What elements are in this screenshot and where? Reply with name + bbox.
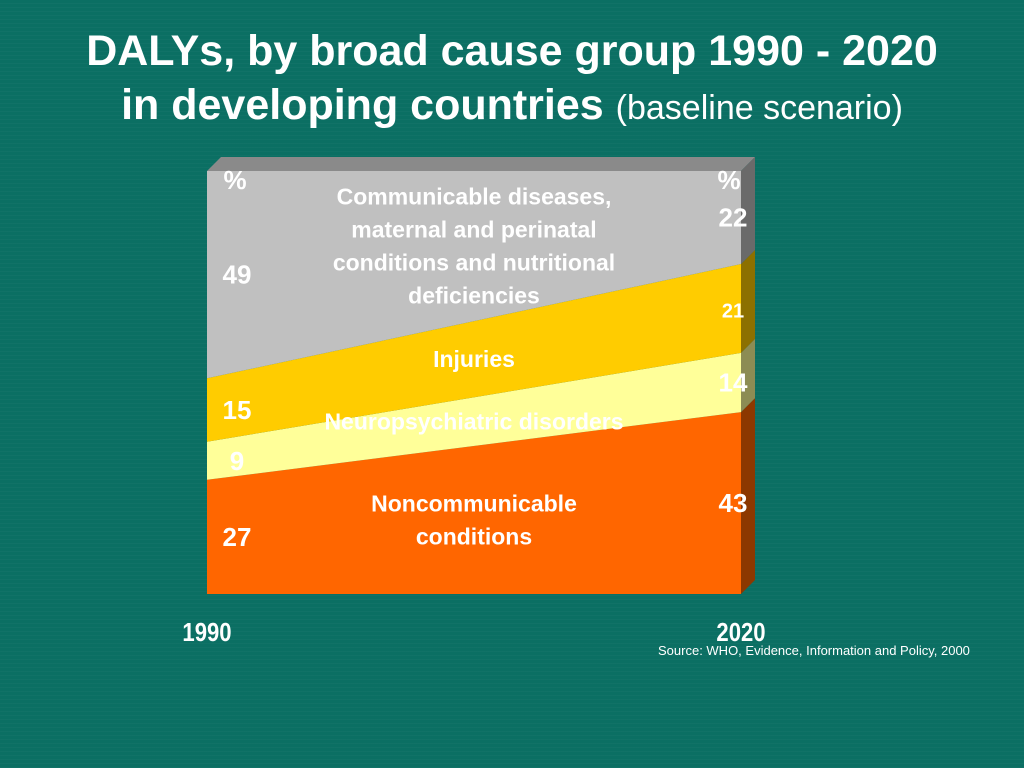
side-communicable-diseases-maternal-and-perin: [741, 157, 755, 265]
series-label-line: conditions and nutritional: [333, 250, 615, 276]
side-noncommunicable-conditions: [741, 398, 755, 594]
value-label-1990-noncommunicable-conditions: 27: [223, 522, 252, 552]
series-label-line: Injuries: [433, 346, 515, 372]
value-label-1990-injuries: 15: [223, 395, 252, 425]
x-tick-label-2020: 2020: [716, 618, 765, 647]
series-label-line: Noncommunicable: [371, 490, 577, 516]
chart-depth: [207, 157, 755, 594]
series-label-line: deficiencies: [408, 283, 540, 309]
value-label-2020-neuropsychiatric-disorders: 14: [719, 368, 748, 398]
x-tick-label-1990: 1990: [182, 618, 231, 647]
value-label-2020-noncommunicable-conditions: 43: [719, 488, 748, 518]
title-line-1: DALYs, by broad cause group 1990 - 2020: [86, 27, 938, 75]
title-line-2: in developing countries (baseline scenar…: [0, 78, 1024, 135]
series-label-communicable-diseases-maternal-and-perin: Communicable diseases, maternal and perin…: [333, 184, 615, 309]
unit-label-1990: %: [223, 165, 246, 195]
value-label-1990-communicable-diseases-maternal-and-perin: 49: [223, 260, 252, 290]
series-label-injuries: Injuries: [433, 346, 515, 372]
chart-areas: [207, 171, 741, 594]
title-suffix: (baseline scenario): [615, 89, 903, 127]
area-noncommunicable-conditions: [207, 412, 741, 594]
series-label-line: Communicable diseases,: [337, 184, 612, 210]
slide-title: DALYs, by broad cause group 1990 - 2020 …: [0, 24, 1024, 135]
series-label-line: Neuropsychiatric disorders: [324, 409, 623, 435]
side-neuropsychiatric-disorders: [741, 338, 755, 413]
area-communicable-diseases-maternal-and-perin: [207, 171, 741, 379]
side-injuries: [741, 250, 755, 353]
series-label-neuropsychiatric-disorders: Neuropsychiatric disorders: [324, 409, 623, 435]
chart-labels: 27 43 Noncommunicable conditions 9 14 Neuropsy…: [182, 165, 765, 647]
series-label-noncommunicable-conditions: Noncommunicable conditions: [371, 490, 577, 549]
value-label-2020-injuries: 21: [722, 300, 744, 322]
title-line-2-main: in developing countries: [121, 81, 604, 129]
area-neuropsychiatric-disorders: [207, 352, 741, 480]
chart-top-face: [207, 157, 755, 171]
source-note: Source: WHO, Evidence, Information and P…: [658, 643, 970, 658]
value-label-2020-communicable-diseases-maternal-and-perin: 22: [719, 203, 748, 233]
area-injuries: [207, 264, 741, 442]
series-label-line: conditions: [416, 523, 532, 549]
series-label-line: maternal and perinatal: [351, 217, 596, 243]
unit-label-2020: %: [717, 165, 740, 195]
value-label-1990-neuropsychiatric-disorders: 9: [230, 446, 244, 476]
